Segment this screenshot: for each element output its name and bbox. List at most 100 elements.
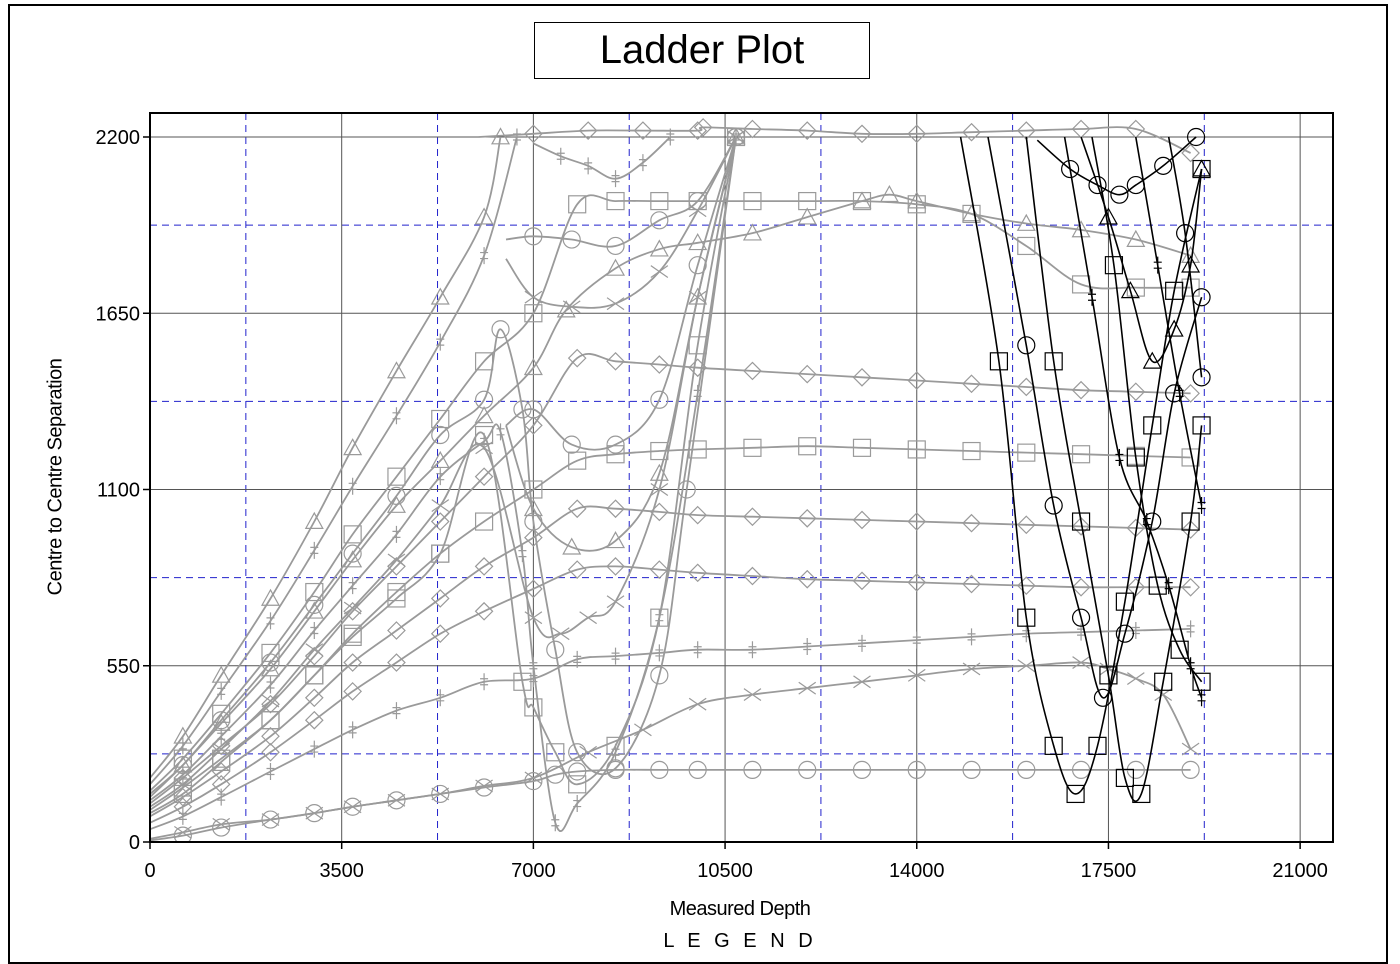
- data-point-square-marker: [1044, 352, 1063, 371]
- data-point-plus-marker: [310, 622, 319, 639]
- data-point-square-marker: [1017, 608, 1036, 627]
- data-point-circle-marker: [1061, 159, 1080, 179]
- data-point-square-marker: [606, 445, 625, 464]
- data-point-circle-marker: [1165, 384, 1184, 403]
- series-line-12: [150, 136, 518, 785]
- data-point-plus-marker: [217, 682, 226, 700]
- x-tick-label: 21000: [1272, 860, 1328, 882]
- data-point-diamond-marker: [567, 560, 587, 579]
- data-point-circle-marker: [173, 826, 192, 842]
- data-point-diamond-marker: [962, 574, 981, 594]
- data-point-diamond-marker: [1181, 384, 1200, 403]
- data-point-triangle-marker: [907, 191, 927, 209]
- data-point-plus-marker: [348, 477, 357, 495]
- data-point-diamond-marker: [1126, 382, 1146, 402]
- x-tick-label: 14000: [889, 860, 945, 882]
- data-point-x-marker: [579, 745, 597, 759]
- data-point-square-marker: [852, 191, 872, 211]
- data-point-square-marker: [1154, 672, 1173, 691]
- data-point-plus-marker: [551, 814, 560, 832]
- data-point-circle-marker: [962, 760, 981, 779]
- data-point-x-marker: [343, 800, 362, 814]
- x-tick-label: 10500: [697, 860, 753, 882]
- data-point-plus-marker: [348, 577, 357, 595]
- data-point-circle-marker: [1071, 760, 1091, 779]
- data-point-diamond-marker: [743, 361, 762, 381]
- data-point-square-marker: [524, 698, 543, 717]
- data-point-diamond-marker: [606, 351, 625, 371]
- data-point-diamond-marker: [261, 726, 280, 746]
- data-point-triangle-marker: [1098, 207, 1118, 225]
- data-point-triangle-marker: [386, 495, 406, 513]
- x-tick-label: 0: [144, 860, 155, 882]
- data-point-diamond-marker: [387, 621, 406, 640]
- data-point-plus-marker: [693, 641, 702, 659]
- data-point-plus-marker: [266, 612, 275, 630]
- data-point-circle-marker: [1017, 336, 1036, 355]
- data-point-square-marker: [1181, 512, 1200, 531]
- data-point-square-marker: [387, 589, 406, 608]
- data-point-square-marker: [474, 425, 494, 445]
- data-point-square-marker: [568, 775, 587, 794]
- data-point-triangle-marker: [562, 537, 582, 555]
- data-point-circle-marker: [1115, 624, 1134, 643]
- data-point-x-marker: [650, 483, 669, 496]
- series-line-9: [150, 194, 1191, 792]
- data-point-square-marker: [907, 195, 926, 214]
- data-point-square-marker: [852, 438, 872, 457]
- data-point-diamond-marker: [524, 124, 543, 144]
- data-point-triangle-marker: [688, 233, 708, 251]
- data-point-plus-marker: [573, 650, 582, 668]
- data-point-circle-marker: [387, 791, 406, 810]
- data-point-diamond-marker: [907, 124, 927, 144]
- data-point-triangle-marker: [606, 531, 626, 549]
- data-point-diamond-marker: [1071, 577, 1091, 597]
- data-point-diamond-marker: [430, 512, 450, 531]
- series-line-16: [150, 136, 737, 814]
- data-point-diamond-marker: [962, 513, 981, 533]
- series-line-24: [987, 136, 1203, 699]
- data-point-triangle-marker: [474, 406, 494, 424]
- data-point-diamond-marker: [173, 797, 193, 817]
- data-point-plus-marker: [310, 740, 319, 758]
- data-point-diamond-marker: [907, 573, 927, 592]
- data-point-x-marker: [727, 130, 745, 144]
- data-point-circle-marker: [524, 772, 543, 791]
- data-point-diamond-marker: [852, 124, 872, 144]
- data-point-circle-marker: [431, 425, 450, 445]
- data-point-circle-marker: [1071, 608, 1091, 627]
- data-point-x-marker: [579, 611, 597, 625]
- data-point-x-marker: [743, 688, 762, 702]
- y-tick-label: 1100: [97, 480, 140, 502]
- series-group: [150, 118, 1212, 842]
- data-point-circle-marker: [1017, 760, 1036, 779]
- data-point-diamond-marker: [1071, 380, 1091, 400]
- data-point-diamond-marker: [693, 118, 713, 137]
- data-point-plus-marker: [436, 333, 445, 351]
- data-point-x-marker: [688, 204, 707, 218]
- series-line-28: [1091, 136, 1203, 683]
- data-point-circle-marker: [852, 760, 872, 779]
- data-point-circle-marker: [305, 595, 324, 614]
- chart-title: Ladder Plot: [534, 22, 870, 79]
- data-point-circle-marker: [650, 666, 669, 685]
- data-point-x-marker: [634, 723, 652, 737]
- series-line-25: [1025, 136, 1203, 802]
- data-point-diamond-marker: [1181, 520, 1200, 539]
- data-point-plus-marker: [217, 788, 226, 806]
- series-line-4: [150, 565, 1191, 824]
- data-point-square-marker: [387, 467, 406, 486]
- data-point-x-marker: [688, 697, 707, 711]
- data-point-circle-marker: [1176, 224, 1195, 243]
- data-point-diamond-marker: [343, 653, 362, 672]
- series-line-2: [150, 661, 1192, 840]
- data-point-x-marker: [261, 813, 280, 827]
- data-point-circle-marker: [491, 320, 510, 339]
- data-point-plus-marker: [178, 737, 187, 755]
- legend-title: L E G E N D: [663, 930, 817, 952]
- data-point-triangle-marker: [742, 223, 762, 241]
- data-point-circle-marker: [1186, 127, 1206, 147]
- data-point-triangle-marker: [688, 287, 708, 305]
- data-point-triangle-marker: [430, 450, 450, 469]
